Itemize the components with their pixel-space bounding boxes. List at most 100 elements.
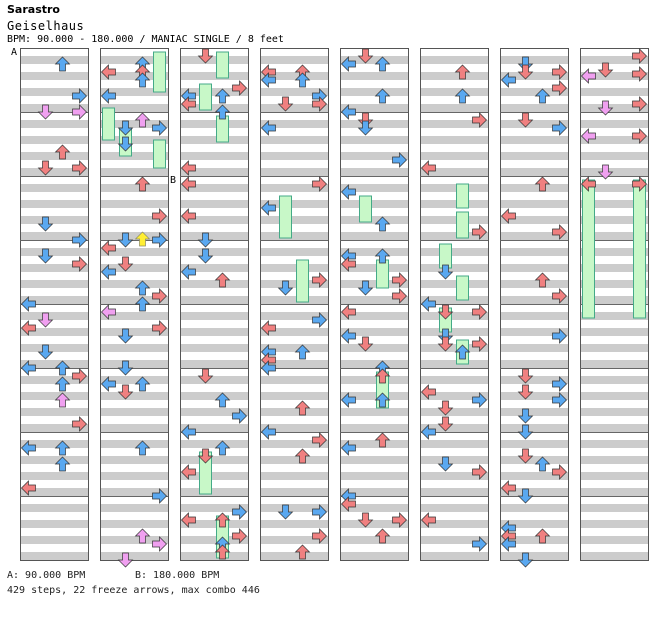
- up-arrow: [214, 392, 231, 408]
- beat-stripe: [100, 344, 168, 352]
- left-arrow: [181, 264, 196, 280]
- right-arrow: [392, 512, 407, 528]
- beat-stripe: [420, 456, 488, 464]
- left-arrow: [341, 184, 356, 200]
- freeze-arrow: [376, 259, 389, 289]
- beat-stripe: [20, 168, 88, 176]
- beat-stripe: [260, 440, 328, 448]
- right-arrow: [552, 120, 567, 136]
- beat-stripe: [260, 200, 328, 208]
- beat-stripe: [420, 168, 488, 176]
- beat-stripe: [580, 296, 648, 304]
- up-arrow: [134, 112, 151, 128]
- beat-stripe: [260, 312, 328, 320]
- up-arrow: [54, 456, 71, 472]
- beat-stripe: [340, 504, 408, 512]
- beat-stripe: [100, 392, 168, 400]
- right-arrow: [632, 66, 647, 82]
- beat-stripe: [580, 184, 648, 192]
- beat-stripe: [420, 72, 488, 80]
- right-arrow: [312, 176, 327, 192]
- beat-stripe: [100, 184, 168, 192]
- beat-stripe: [260, 56, 328, 64]
- freeze-arrow: [456, 211, 469, 239]
- up-arrow: [214, 544, 231, 560]
- beat-stripe: [500, 408, 568, 416]
- bpm-marker-b: B: [170, 175, 177, 186]
- bpm-marker-a: A: [11, 47, 18, 58]
- right-arrow: [152, 288, 167, 304]
- freeze-arrow: [102, 107, 115, 141]
- beat-stripe: [580, 536, 648, 544]
- right-arrow: [152, 120, 167, 136]
- beat-stripe: [100, 152, 168, 160]
- beat-stripe: [340, 232, 408, 240]
- left-arrow: [181, 96, 196, 112]
- beat-stripe: [20, 552, 88, 560]
- beat-stripe: [340, 472, 408, 480]
- beat-stripe: [420, 392, 488, 400]
- beat-stripe: [500, 312, 568, 320]
- beat-stripe: [20, 488, 88, 496]
- beat-stripe: [180, 88, 248, 96]
- beat-stripe: [580, 328, 648, 336]
- left-arrow: [421, 384, 436, 400]
- left-arrow: [101, 376, 116, 392]
- beat-stripe: [580, 424, 648, 432]
- beat-stripe: [180, 184, 248, 192]
- up-arrow: [214, 512, 231, 528]
- beat-stripe: [260, 216, 328, 224]
- left-arrow: [181, 176, 196, 192]
- beat-stripe: [340, 104, 408, 112]
- up-arrow: [54, 360, 71, 376]
- beat-stripe: [180, 248, 248, 256]
- beat-stripe: [500, 136, 568, 144]
- beat-stripe: [100, 520, 168, 528]
- beat-stripe: [580, 456, 648, 464]
- right-arrow: [232, 528, 247, 544]
- up-arrow: [534, 456, 551, 472]
- beat-stripe: [100, 504, 168, 512]
- up-arrow: [214, 440, 231, 456]
- down-arrow: [357, 48, 374, 64]
- up-arrow: [294, 72, 311, 88]
- down-arrow: [597, 100, 614, 116]
- left-arrow: [101, 240, 116, 256]
- beat-stripe: [500, 504, 568, 512]
- beat-stripe: [100, 248, 168, 256]
- up-arrow: [54, 144, 71, 160]
- beat-stripe: [260, 104, 328, 112]
- beat-stripe: [180, 104, 248, 112]
- right-arrow: [552, 328, 567, 344]
- beat-stripe: [20, 360, 88, 368]
- beat-stripe: [100, 552, 168, 560]
- left-arrow: [181, 424, 196, 440]
- beat-stripe: [500, 536, 568, 544]
- up-arrow: [374, 216, 391, 232]
- beat-stripe: [340, 296, 408, 304]
- down-arrow: [357, 512, 374, 528]
- right-arrow: [152, 488, 167, 504]
- beat-stripe: [260, 488, 328, 496]
- beat-stripe: [500, 520, 568, 528]
- beat-stripe: [260, 280, 328, 288]
- right-arrow: [632, 48, 647, 64]
- down-arrow: [517, 552, 534, 568]
- beat-stripe: [580, 72, 648, 80]
- left-arrow: [581, 68, 596, 84]
- down-arrow: [197, 232, 214, 248]
- beat-stripe: [420, 248, 488, 256]
- right-arrow: [632, 128, 647, 144]
- left-arrow: [501, 480, 516, 496]
- beat-stripe: [340, 248, 408, 256]
- up-arrow: [534, 88, 551, 104]
- beat-stripe: [420, 184, 488, 192]
- down-arrow: [37, 248, 54, 264]
- right-arrow: [472, 112, 487, 128]
- down-arrow: [117, 256, 134, 272]
- beat-stripe: [580, 168, 648, 176]
- beat-stripe: [260, 248, 328, 256]
- left-arrow: [341, 56, 356, 72]
- beat-stripe: [180, 536, 248, 544]
